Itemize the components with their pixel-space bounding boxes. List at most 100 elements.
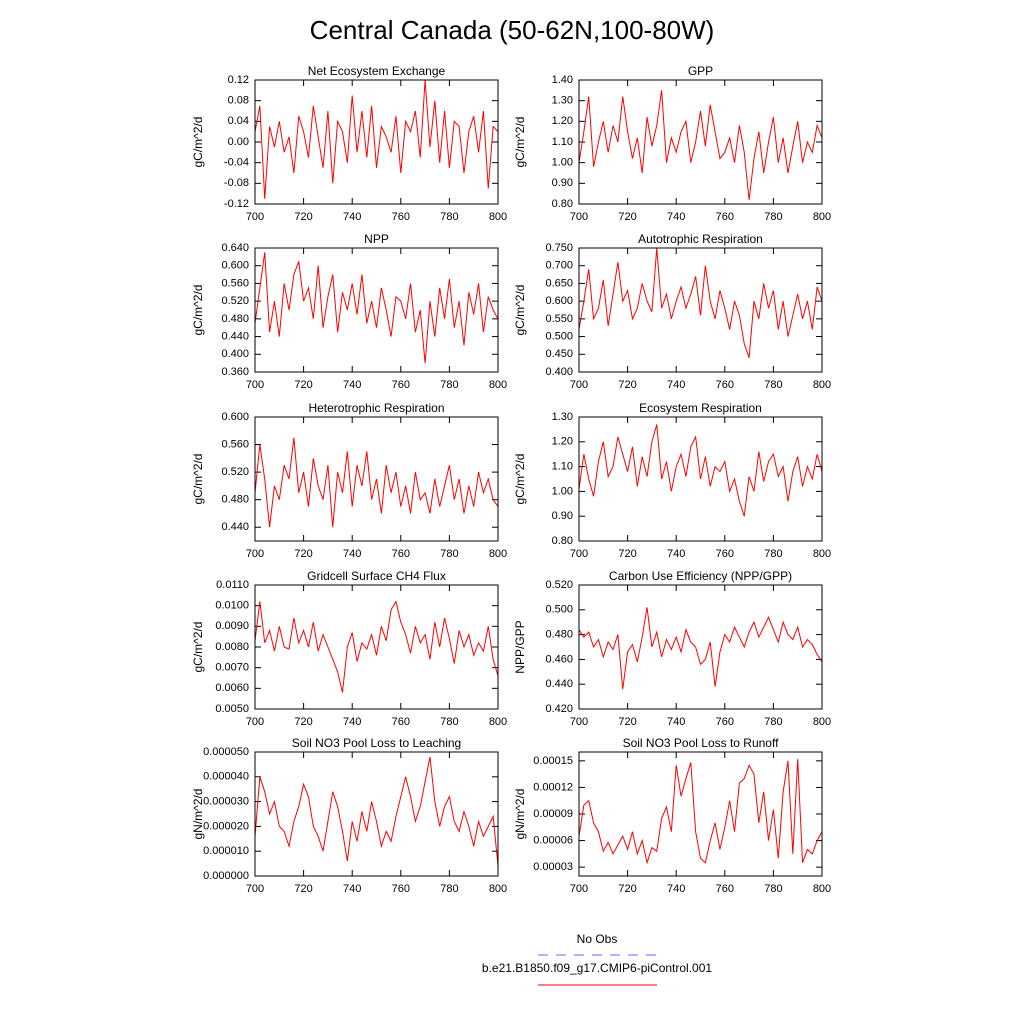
y-axis-label: gC/m^2/d — [513, 117, 527, 168]
x-tick-label: 760 — [716, 548, 734, 560]
plot-frame — [254, 751, 499, 877]
y-axis-label: gC/m^2/d — [191, 117, 205, 168]
y-tick-label: 0.80 — [552, 198, 573, 210]
plot-frame — [254, 584, 499, 710]
y-tick-label: 0.560 — [221, 438, 249, 450]
x-tick-label: 740 — [343, 883, 361, 895]
y-tick-label: 1.30 — [552, 411, 573, 423]
plot-frame — [254, 79, 499, 205]
legend-label: b.e21.B1850.f09_g17.CMIP6-piControl.001 — [482, 961, 712, 975]
y-tick-label: 0.700 — [545, 260, 573, 272]
x-tick-label: 780 — [440, 883, 458, 895]
plot-frame — [578, 416, 823, 542]
y-tick-label: 0.0050 — [215, 703, 249, 715]
panel-title: Ecosystem Respiration — [639, 401, 762, 415]
y-tick-label: 0.600 — [221, 260, 249, 272]
x-tick-label: 780 — [764, 211, 782, 223]
x-tick-label: 740 — [343, 548, 361, 560]
y-tick-label: 0.000020 — [203, 820, 249, 832]
x-tick-label: 700 — [570, 548, 588, 560]
y-tick-label: 1.00 — [552, 485, 573, 497]
y-tick-label: 0.520 — [545, 579, 573, 591]
y-tick-label: 0.440 — [545, 678, 573, 690]
x-tick-label: 800 — [813, 883, 831, 895]
x-tick-label: 780 — [440, 548, 458, 560]
plot-frame — [254, 416, 499, 542]
y-tick-label: 0.0090 — [215, 620, 249, 632]
data-line — [578, 759, 823, 865]
y-tick-label: 0.520 — [221, 295, 249, 307]
x-tick-label: 760 — [392, 883, 410, 895]
y-tick-label: 0.0070 — [215, 662, 249, 674]
y-tick-label: 1.10 — [552, 461, 573, 473]
y-tick-label: 0.650 — [545, 277, 573, 289]
x-tick-label: 720 — [618, 211, 636, 223]
x-tick-label: 720 — [294, 379, 312, 391]
x-tick-label: 740 — [667, 716, 685, 728]
x-tick-label: 740 — [667, 379, 685, 391]
y-tick-label: 0.500 — [545, 604, 573, 616]
y-tick-label: 0.640 — [221, 242, 249, 254]
x-tick-label: 700 — [570, 716, 588, 728]
x-tick-label: 800 — [813, 211, 831, 223]
y-tick-label: 0.0080 — [215, 641, 249, 653]
x-tick-label: 700 — [246, 548, 264, 560]
y-tick-label: 0.000050 — [203, 746, 249, 758]
data-line — [578, 247, 823, 358]
y-tick-label: 0.00009 — [533, 808, 573, 820]
x-tick-label: 800 — [489, 211, 507, 223]
data-line — [254, 437, 499, 528]
x-tick-label: 760 — [392, 548, 410, 560]
x-tick-label: 760 — [716, 716, 734, 728]
y-tick-label: 0.000000 — [203, 870, 249, 882]
legend-label: No Obs — [577, 932, 618, 946]
y-tick-label: 0.400 — [221, 348, 249, 360]
y-tick-label: 0.00 — [228, 136, 249, 148]
plot-frame — [578, 584, 823, 710]
y-tick-label: 0.00003 — [533, 861, 573, 873]
x-tick-label: 740 — [667, 883, 685, 895]
x-tick-label: 800 — [489, 716, 507, 728]
y-tick-label: 0.400 — [545, 366, 573, 378]
y-tick-label: 1.00 — [552, 157, 573, 169]
panel-title: Soil NO3 Pool Loss to Runoff — [623, 736, 780, 750]
x-tick-label: 780 — [440, 716, 458, 728]
x-tick-label: 760 — [392, 379, 410, 391]
y-tick-label: 0.460 — [545, 653, 573, 665]
y-tick-label: 0.00006 — [533, 834, 573, 846]
y-tick-label: 0.0110 — [216, 579, 249, 591]
x-tick-label: 740 — [667, 211, 685, 223]
x-tick-label: 780 — [764, 716, 782, 728]
x-tick-label: 720 — [618, 379, 636, 391]
x-tick-label: 700 — [570, 379, 588, 391]
x-tick-label: 780 — [764, 548, 782, 560]
panel-title: NPP — [364, 232, 389, 246]
panel-title: GPP — [688, 64, 713, 78]
y-tick-label: 0.80 — [552, 535, 573, 547]
x-tick-label: 700 — [570, 211, 588, 223]
x-tick-label: 760 — [716, 211, 734, 223]
x-tick-label: 700 — [246, 883, 264, 895]
y-tick-label: 0.550 — [545, 313, 573, 325]
chart-title: Central Canada (50-62N,100-80W) — [310, 15, 715, 45]
plot-frame — [578, 247, 823, 373]
y-tick-label: 0.750 — [545, 242, 573, 254]
y-axis-label: gN/m^2/d — [191, 789, 205, 840]
x-tick-label: 740 — [343, 379, 361, 391]
x-tick-label: 700 — [570, 883, 588, 895]
y-axis-label: NPP/GPP — [513, 620, 527, 673]
x-tick-label: 700 — [246, 716, 264, 728]
y-axis-label: gC/m^2/d — [513, 454, 527, 505]
y-tick-label: 0.500 — [545, 330, 573, 342]
plot-frame — [578, 751, 823, 877]
panel-title: Soil NO3 Pool Loss to Leaching — [292, 736, 461, 750]
data-line — [578, 90, 823, 200]
y-axis-label: gC/m^2/d — [513, 285, 527, 336]
y-tick-label: 0.12 — [228, 74, 249, 86]
y-tick-label: -0.12 — [224, 198, 249, 210]
x-tick-label: 800 — [489, 548, 507, 560]
x-tick-label: 720 — [618, 716, 636, 728]
x-tick-label: 760 — [392, 211, 410, 223]
x-tick-label: 720 — [618, 883, 636, 895]
